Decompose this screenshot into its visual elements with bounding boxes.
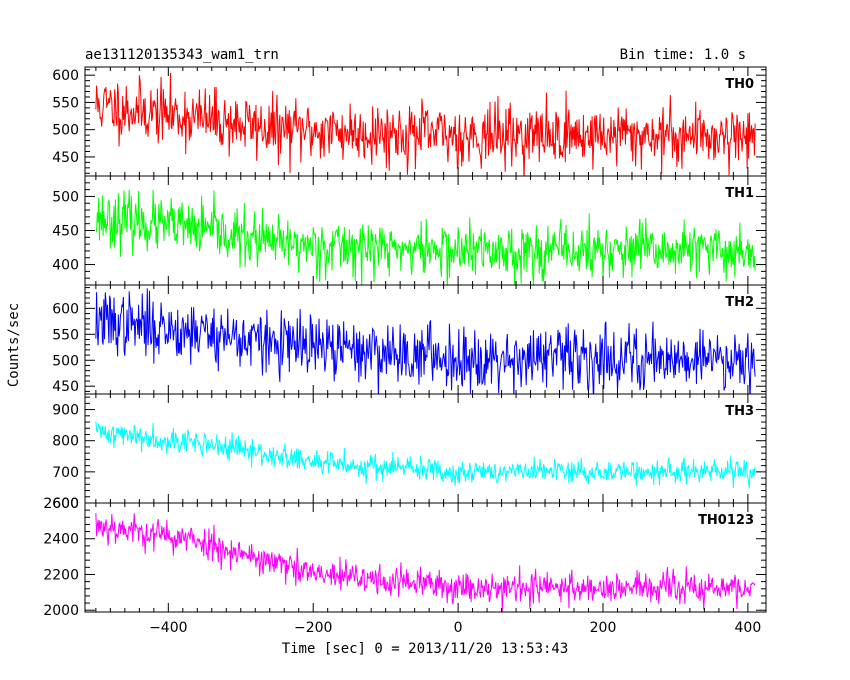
y-axis-label: Counts/sec bbox=[6, 303, 22, 387]
x-tick-label: 0 bbox=[454, 620, 463, 636]
y-tick-label: 600 bbox=[52, 68, 79, 84]
y-tick-label: 500 bbox=[52, 189, 79, 205]
series-line-th1 bbox=[95, 189, 756, 285]
y-tick-label: 400 bbox=[52, 258, 79, 274]
x-tick-label: −400 bbox=[149, 620, 187, 636]
panel-label-th0: TH0 bbox=[725, 77, 754, 92]
panel-label-th0123: TH0123 bbox=[698, 513, 754, 528]
x-tick-label: 400 bbox=[735, 620, 762, 636]
y-tick-label: 800 bbox=[52, 434, 79, 450]
bin-time-label: Bin time: 1.0 s bbox=[620, 47, 746, 63]
x-axis-label: Time [sec] 0 = 2013/11/20 13:53:43 bbox=[282, 641, 569, 657]
panel-label-th1: TH1 bbox=[725, 186, 754, 201]
x-tick-label: 200 bbox=[590, 620, 617, 636]
panel-label-th2: TH2 bbox=[725, 295, 754, 310]
y-tick-label: 2200 bbox=[43, 567, 79, 583]
y-tick-label: 2000 bbox=[43, 603, 79, 619]
y-tick-label: 450 bbox=[52, 379, 79, 395]
series-line-th0 bbox=[95, 72, 756, 176]
y-tick-label: 500 bbox=[52, 353, 79, 369]
x-axis: −400 −200 0 200 400 bbox=[149, 620, 761, 636]
series-line-th3 bbox=[95, 420, 756, 489]
panel-frame bbox=[84, 284, 767, 395]
panels: 450 500 550 600 TH0 400 450 500 TH1 450 500 550 600 T… bbox=[43, 66, 767, 619]
panel-th0: 450 500 550 600 TH0 bbox=[52, 66, 767, 177]
y-tick-label: 550 bbox=[52, 95, 79, 111]
y-tick-label: 2600 bbox=[43, 496, 79, 512]
x-tick-label: −200 bbox=[294, 620, 332, 636]
panel-th3: 600 700 800 900 TH3 bbox=[52, 393, 767, 512]
y-tick-label: 550 bbox=[52, 327, 79, 343]
panel-th2: 450 500 550 600 TH2 bbox=[52, 284, 767, 395]
y-tick-label: 900 bbox=[52, 403, 79, 419]
chart-title: ae131120135343_wam1_trn bbox=[85, 47, 279, 63]
panel-th1: 400 450 500 TH1 bbox=[52, 175, 767, 286]
y-tick-label: 2400 bbox=[43, 532, 79, 548]
panel-label-th3: TH3 bbox=[725, 404, 754, 419]
series-line-th2 bbox=[95, 288, 756, 394]
series-line-th0123 bbox=[95, 513, 756, 612]
panel-th0123: 2000 2200 2400 2600 TH0123 bbox=[43, 496, 767, 619]
y-tick-label: 450 bbox=[52, 150, 79, 166]
y-tick-label: 600 bbox=[52, 301, 79, 317]
panel-frame bbox=[84, 502, 767, 613]
y-tick-label: 700 bbox=[52, 465, 79, 481]
y-tick-label: 500 bbox=[52, 123, 79, 139]
y-tick-label: 600 bbox=[52, 496, 79, 512]
y-tick-label: 450 bbox=[52, 224, 79, 240]
